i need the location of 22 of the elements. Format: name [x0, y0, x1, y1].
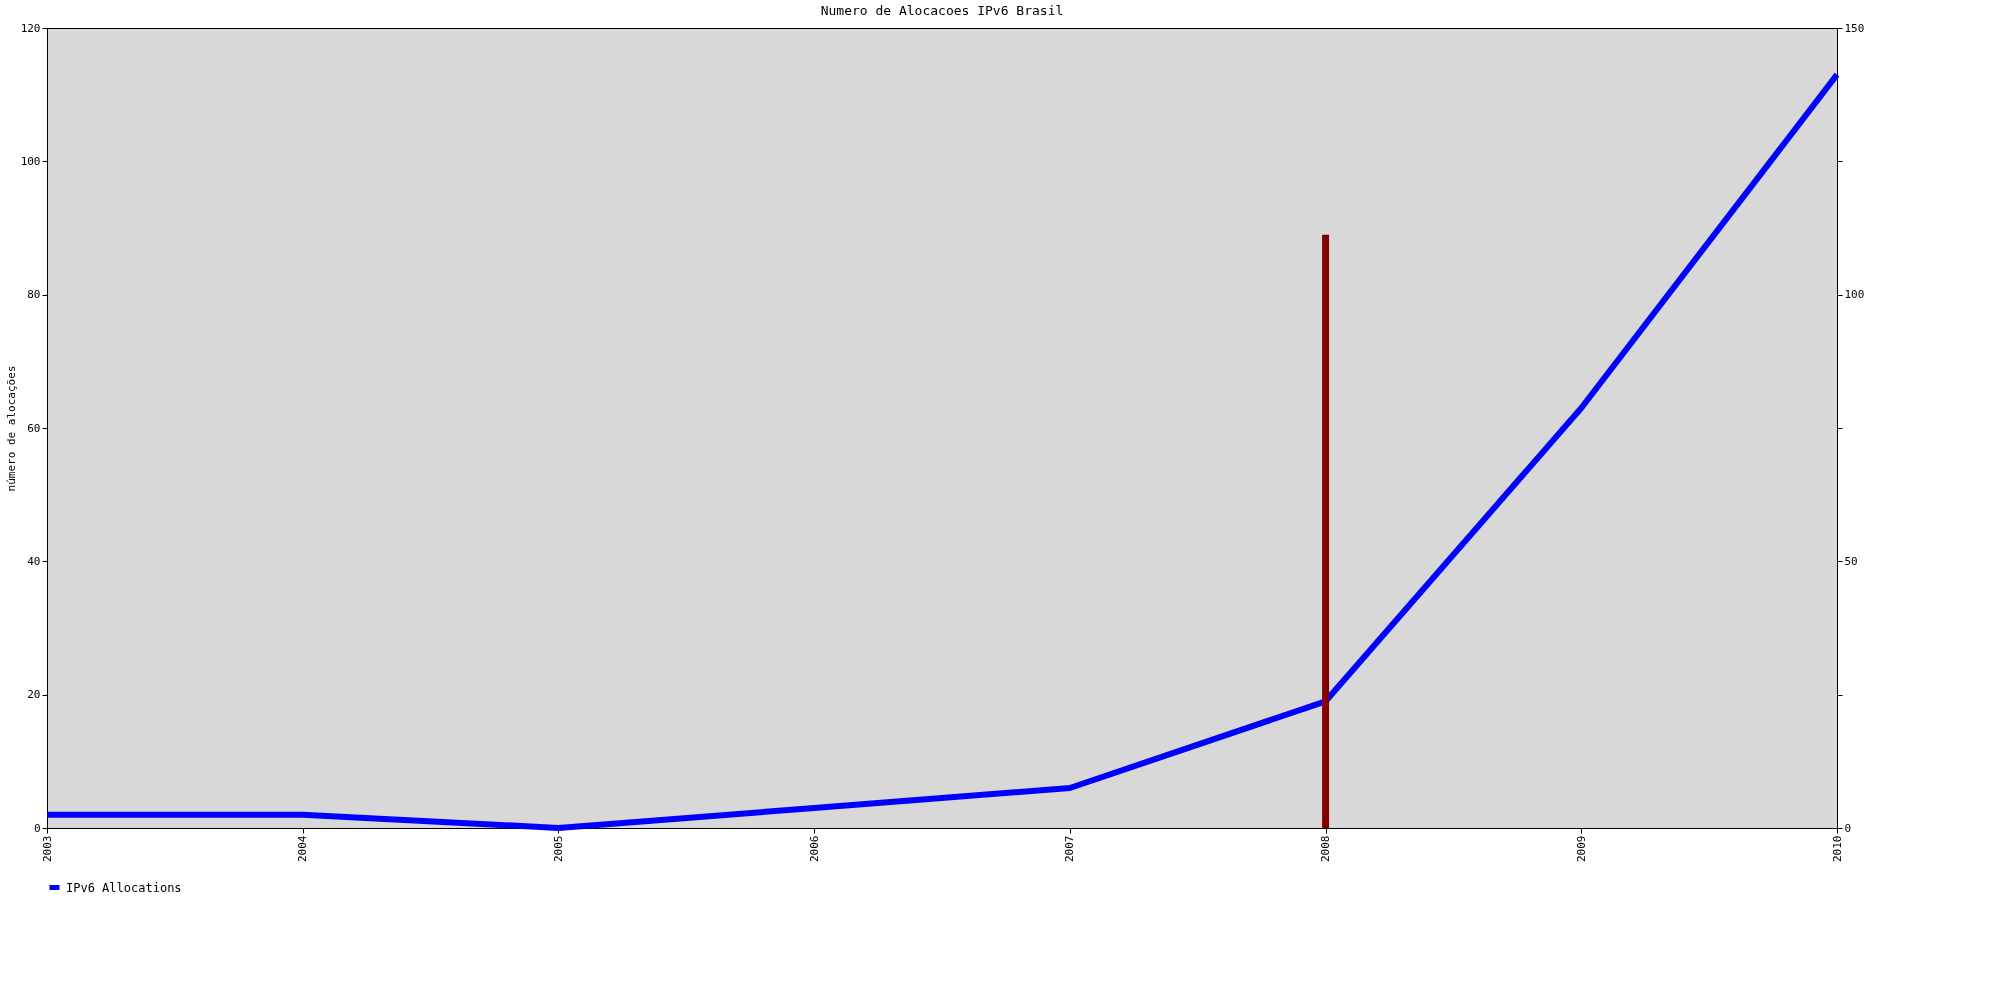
y-tick-label: 60 [27, 421, 41, 435]
y-tick-label: 40 [27, 554, 41, 568]
y-tick-label: 80 [27, 288, 41, 302]
y2-tick-label: 100 [1844, 288, 1865, 302]
y-tick-label: 20 [27, 688, 41, 702]
x-tick-label: 2009 [1574, 835, 1588, 862]
x-tick-label: 2003 [40, 835, 54, 862]
x-tick-label: 2010 [1830, 835, 1844, 862]
x-tick-label: 2005 [551, 835, 565, 862]
y-tick-label: 120 [20, 21, 41, 35]
x-tick-label: 2007 [1063, 835, 1077, 862]
chart-title: Numero de Alocacoes IPv6 Brasil [820, 3, 1064, 18]
x-tick-label: 2008 [1319, 835, 1333, 862]
y2-tick-label: 150 [1844, 21, 1865, 35]
x-tick-label: 2006 [807, 835, 821, 862]
y-axis-title: número de alocações [4, 365, 18, 492]
y-tick-label: 100 [20, 154, 41, 168]
y2-tick-label: 50 [1844, 554, 1858, 568]
y2-tick-label: 0 [1844, 821, 1852, 835]
legend-label: IPv6 Allocations [66, 880, 182, 895]
x-tick-label: 2004 [296, 835, 310, 862]
y-tick-label: 0 [33, 821, 41, 835]
